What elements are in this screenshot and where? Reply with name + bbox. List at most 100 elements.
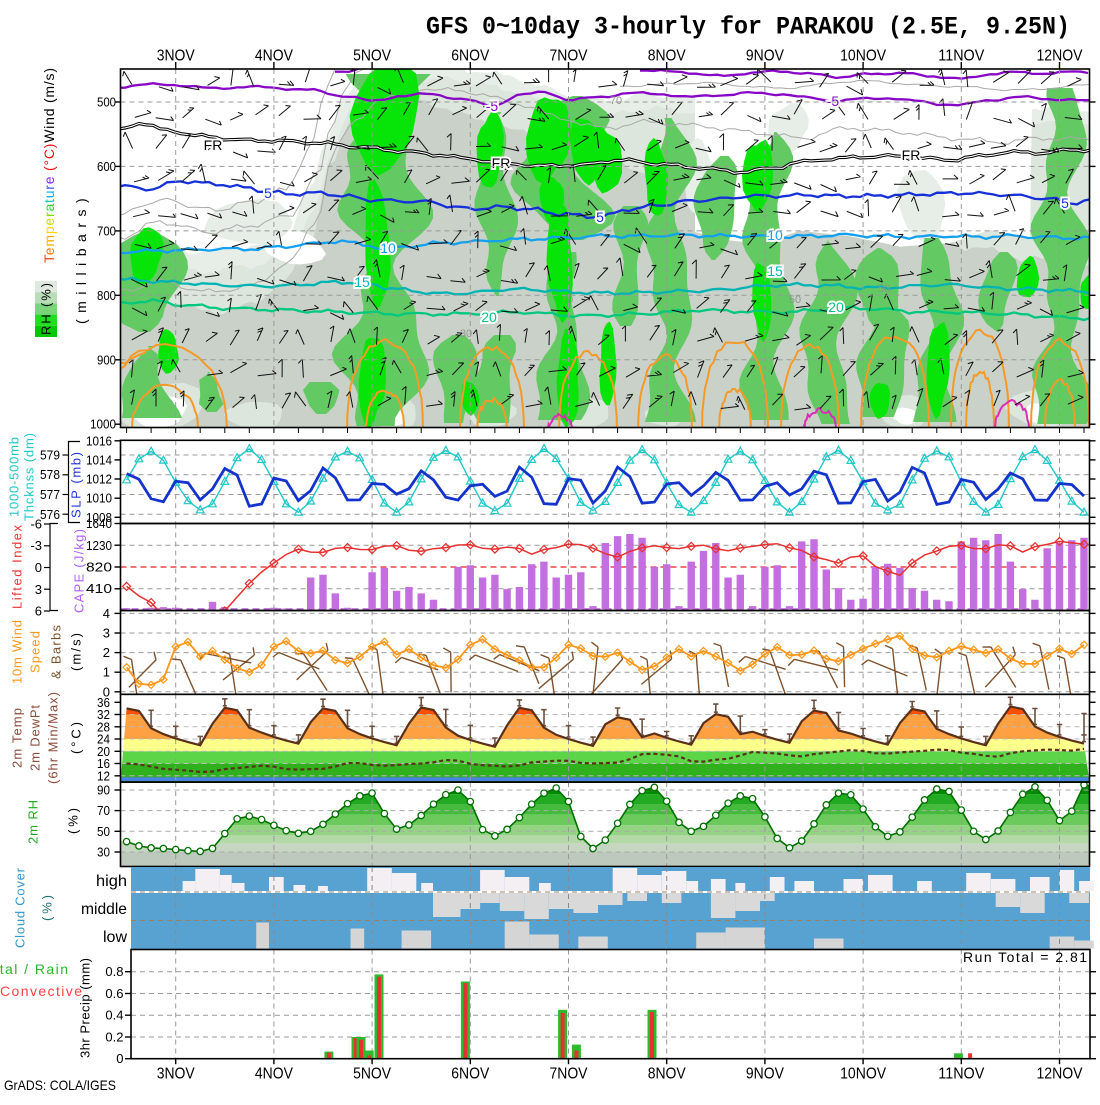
svg-text:1: 1 xyxy=(103,665,110,680)
svg-text:4NOV: 4NOV xyxy=(255,1066,293,1083)
svg-text:low: low xyxy=(103,929,127,946)
svg-text:700: 700 xyxy=(97,223,116,238)
svg-text:2m RH: 2m RH xyxy=(26,800,41,844)
svg-text:7NOV: 7NOV xyxy=(550,1066,588,1083)
svg-text:Speed: Speed xyxy=(28,631,43,673)
svg-text:Thcknss (dm): Thcknss (dm) xyxy=(22,433,37,521)
svg-text:9NOV: 9NOV xyxy=(746,1066,784,1083)
svg-text:GFS 0~10day 3-hourly for PARAK: GFS 0~10day 3-hourly for PARAKOU (2.5E, … xyxy=(426,13,1070,42)
svg-text:30: 30 xyxy=(97,845,110,860)
svg-text:(millibars): (millibars) xyxy=(73,192,89,324)
svg-text:6NOV: 6NOV xyxy=(451,1066,489,1083)
svg-text:10NOV: 10NOV xyxy=(840,1066,886,1083)
svg-text:24: 24 xyxy=(97,732,110,747)
svg-text:1000-500mb: 1000-500mb xyxy=(7,437,22,517)
svg-text:8NOV: 8NOV xyxy=(648,1066,686,1083)
svg-text:Lifted Index: Lifted Index xyxy=(10,525,25,610)
svg-text:12NOV: 12NOV xyxy=(1037,48,1083,65)
svg-text:1230: 1230 xyxy=(86,538,112,553)
svg-text:3NOV: 3NOV xyxy=(157,48,195,65)
svg-text:Temperature (°C)Wind (m/s): Temperature (°C)Wind (m/s) xyxy=(41,68,57,263)
svg-text:10m Wind: 10m Wind xyxy=(10,620,25,684)
svg-text:11NOV: 11NOV xyxy=(938,48,984,65)
svg-text:(%): (%) xyxy=(66,808,81,834)
svg-text:7NOV: 7NOV xyxy=(550,48,588,65)
svg-text:410: 410 xyxy=(86,581,112,596)
svg-text:(m/s): (m/s) xyxy=(69,633,84,671)
svg-text:0: 0 xyxy=(103,684,110,699)
svg-text:0: 0 xyxy=(35,560,42,575)
svg-text:-3: -3 xyxy=(30,538,42,553)
svg-text:800: 800 xyxy=(97,288,116,303)
svg-text:1014: 1014 xyxy=(86,452,112,467)
svg-text:Total / Rain: Total / Rain xyxy=(0,961,68,977)
svg-text:3NOV: 3NOV xyxy=(157,1066,195,1083)
svg-text:577: 577 xyxy=(40,487,60,502)
svg-text:3: 3 xyxy=(103,626,110,641)
svg-text:36: 36 xyxy=(97,695,110,710)
svg-text:50: 50 xyxy=(789,294,801,306)
svg-text:11NOV: 11NOV xyxy=(938,1066,984,1083)
svg-text:32: 32 xyxy=(97,707,110,722)
svg-text:70: 70 xyxy=(561,294,573,306)
svg-text:6: 6 xyxy=(35,604,42,619)
svg-text:900: 900 xyxy=(97,352,116,367)
svg-text:0.8: 0.8 xyxy=(105,964,123,979)
svg-text:50: 50 xyxy=(97,824,110,839)
svg-text:600: 600 xyxy=(97,159,116,174)
svg-text:Convective: Convective xyxy=(0,983,82,999)
svg-text:FR: FR xyxy=(902,147,921,163)
svg-text:1010: 1010 xyxy=(86,491,112,506)
svg-text:0: 0 xyxy=(116,1051,123,1066)
svg-text:15: 15 xyxy=(354,274,370,290)
svg-text:3hr Precip (mm): 3hr Precip (mm) xyxy=(78,958,93,1058)
svg-text:90: 90 xyxy=(97,783,110,798)
svg-text:5: 5 xyxy=(1061,195,1069,211)
svg-text:(°C): (°C) xyxy=(69,722,84,754)
svg-text:-5: -5 xyxy=(486,98,499,114)
svg-text:12NOV: 12NOV xyxy=(1037,1066,1083,1083)
svg-text:FR: FR xyxy=(204,137,223,153)
svg-text:1012: 1012 xyxy=(86,472,112,487)
svg-text:9NOV: 9NOV xyxy=(746,48,784,65)
svg-text:Cloud Cover: Cloud Cover xyxy=(13,867,28,948)
svg-text:10: 10 xyxy=(767,227,783,243)
svg-text:6NOV: 6NOV xyxy=(451,48,489,65)
svg-text:CAPE (J/kg): CAPE (J/kg) xyxy=(72,529,87,613)
svg-text:12: 12 xyxy=(97,768,110,783)
svg-text:(%): (%) xyxy=(40,895,55,921)
svg-text:5: 5 xyxy=(264,185,272,201)
svg-text:70: 70 xyxy=(610,95,622,107)
svg-text:576: 576 xyxy=(40,507,60,522)
svg-text:10NOV: 10NOV xyxy=(840,48,886,65)
svg-text:-6: -6 xyxy=(30,517,42,532)
svg-text:0.2: 0.2 xyxy=(105,1030,123,1045)
svg-text:20: 20 xyxy=(828,299,844,315)
svg-text:4: 4 xyxy=(103,606,110,621)
svg-text:820: 820 xyxy=(86,560,112,575)
svg-text:28: 28 xyxy=(97,719,110,734)
svg-text:30: 30 xyxy=(460,328,472,340)
svg-text:10: 10 xyxy=(380,240,396,256)
svg-text:50: 50 xyxy=(878,283,890,295)
svg-text:1016: 1016 xyxy=(86,433,112,448)
svg-text:0.4: 0.4 xyxy=(105,1008,123,1023)
svg-text:Run Total = 2.81: Run Total = 2.81 xyxy=(963,949,1087,965)
svg-text:70: 70 xyxy=(97,803,110,818)
svg-text:16: 16 xyxy=(97,756,110,771)
svg-text:5NOV: 5NOV xyxy=(353,1066,391,1083)
svg-text:2m DewPt: 2m DewPt xyxy=(28,705,43,771)
svg-text:500: 500 xyxy=(97,95,116,110)
svg-text:middle: middle xyxy=(81,901,127,918)
svg-text:(6hr Min/Max): (6hr Min/Max) xyxy=(46,692,61,784)
svg-text:3: 3 xyxy=(35,582,42,597)
svg-text:4NOV: 4NOV xyxy=(255,48,293,65)
svg-text:RH (%): RH (%) xyxy=(39,283,54,335)
svg-text:20: 20 xyxy=(481,309,497,325)
svg-text:15: 15 xyxy=(767,263,783,279)
svg-text:579: 579 xyxy=(40,448,60,463)
svg-text:GrADS: COLA/IGES: GrADS: COLA/IGES xyxy=(4,1077,116,1093)
svg-text:1000: 1000 xyxy=(90,417,116,432)
svg-text:FR: FR xyxy=(492,155,511,171)
svg-text:0.6: 0.6 xyxy=(105,986,123,1001)
